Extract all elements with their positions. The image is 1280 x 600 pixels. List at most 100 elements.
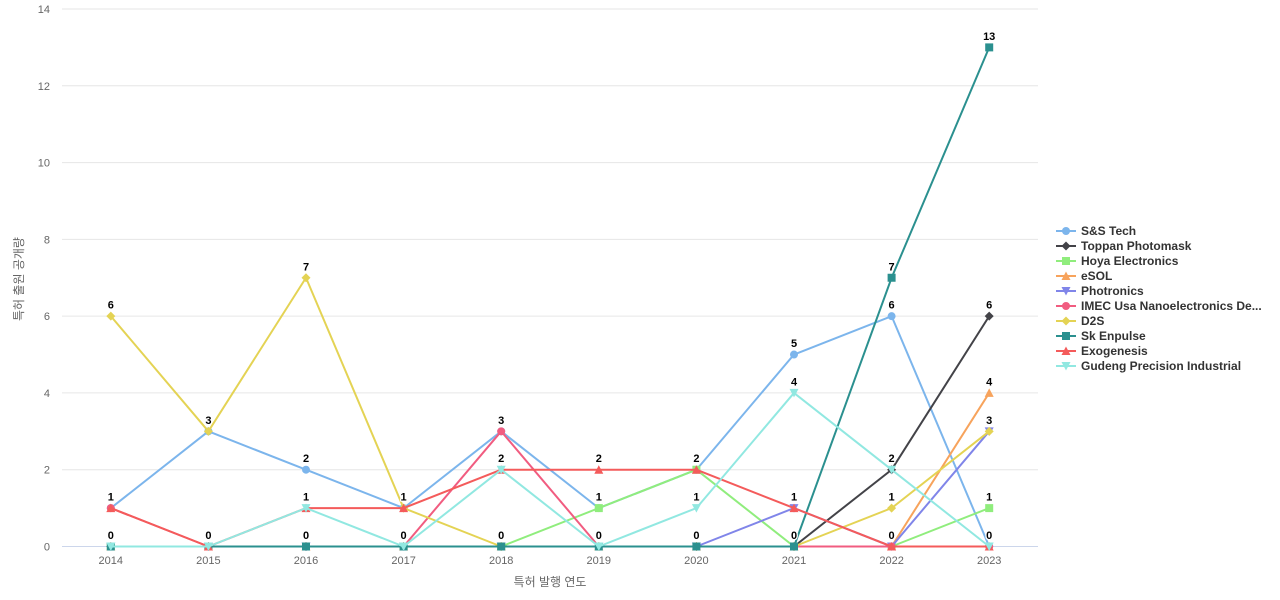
series-line-d2s[interactable] xyxy=(109,276,991,548)
data-point-marker[interactable] xyxy=(691,465,701,474)
data-point-marker[interactable] xyxy=(887,503,897,513)
data-label: 3 xyxy=(205,415,211,427)
y-tick-label: 4 xyxy=(44,388,50,400)
series-line-sk-enpulse[interactable] xyxy=(109,46,991,548)
x-tick-label: 2023 xyxy=(977,555,1001,567)
legend-label: Gudeng Precision Industrial xyxy=(1081,358,1242,373)
x-axis-title: 특허 발행 연도 xyxy=(513,575,587,589)
legend-marker-icon xyxy=(1056,361,1076,370)
data-point-marker[interactable] xyxy=(106,503,116,513)
data-point-marker[interactable] xyxy=(985,43,994,52)
legend-label: D2S xyxy=(1081,313,1105,328)
data-label: 1 xyxy=(108,492,114,504)
data-point-marker[interactable] xyxy=(594,504,603,513)
data-point-marker[interactable] xyxy=(790,542,798,551)
data-label: 2 xyxy=(889,453,895,465)
legend-item-gudeng-precision-industrial[interactable]: Gudeng Precision Industrial xyxy=(1056,358,1262,373)
data-label: 7 xyxy=(303,261,309,273)
data-label: 2 xyxy=(303,453,309,465)
data-point-marker[interactable] xyxy=(594,465,604,474)
data-point-marker[interactable] xyxy=(789,388,799,398)
legend-marker-icon xyxy=(1056,331,1076,340)
data-label: 2 xyxy=(693,453,699,465)
data-point-marker[interactable] xyxy=(887,542,897,551)
series-line-toppan-photomask[interactable] xyxy=(109,315,991,548)
data-point-marker[interactable] xyxy=(984,542,994,552)
y-tick-label: 14 xyxy=(38,4,50,16)
legend-item-imec-usa-nanoelectronics-de[interactable]: IMEC Usa Nanoelectronics De... xyxy=(1056,298,1262,313)
legend-marker-icon xyxy=(1056,286,1076,295)
data-label: 1 xyxy=(889,492,895,504)
data-label: 0 xyxy=(986,530,992,542)
data-point-marker[interactable] xyxy=(887,465,897,475)
data-point-marker[interactable] xyxy=(594,542,604,552)
data-point-marker[interactable] xyxy=(203,426,213,436)
data-point-marker[interactable] xyxy=(789,503,799,513)
data-label: 1 xyxy=(401,492,407,504)
data-point-marker[interactable] xyxy=(887,312,896,321)
y-tick-label: 10 xyxy=(38,158,50,170)
y-tick-label: 0 xyxy=(44,542,50,554)
data-point-marker[interactable] xyxy=(691,504,701,513)
legend-marker-icon xyxy=(1056,301,1076,310)
data-label: 1 xyxy=(596,492,602,504)
data-label: 2 xyxy=(498,453,504,465)
y-tick-label: 2 xyxy=(44,465,50,477)
legend-label: Hoya Electronics xyxy=(1081,253,1179,268)
data-label: 0 xyxy=(791,530,797,542)
data-point-marker[interactable] xyxy=(301,504,311,513)
legend-marker-icon xyxy=(1056,316,1076,325)
legend-marker-icon xyxy=(1056,271,1076,280)
data-point-marker[interactable] xyxy=(887,273,896,282)
legend-item-d2s[interactable]: D2S xyxy=(1056,313,1262,328)
data-label: 6 xyxy=(986,300,992,312)
data-point-marker[interactable] xyxy=(984,311,994,321)
data-label: 1 xyxy=(303,492,309,504)
x-tick-label: 2022 xyxy=(879,555,903,567)
legend-item-esol[interactable]: eSOL xyxy=(1056,268,1262,283)
data-point-marker[interactable] xyxy=(497,542,506,551)
legend-label: IMEC Usa Nanoelectronics De... xyxy=(1081,298,1262,313)
legend-item-toppan-photomask[interactable]: Toppan Photomask xyxy=(1056,238,1262,253)
x-tick-label: 2019 xyxy=(587,555,611,567)
legend-item-hoya-electronics[interactable]: Hoya Electronics xyxy=(1056,253,1262,268)
data-point-marker[interactable] xyxy=(399,503,409,513)
data-point-marker[interactable] xyxy=(984,426,994,436)
data-point-marker[interactable] xyxy=(106,311,116,321)
data-point-marker[interactable] xyxy=(302,465,310,474)
data-label: 7 xyxy=(889,261,895,273)
data-point-marker[interactable] xyxy=(985,504,994,513)
data-point-marker[interactable] xyxy=(399,542,409,552)
legend-label: Photronics xyxy=(1081,283,1144,298)
data-point-marker[interactable] xyxy=(790,350,798,359)
data-label: 3 xyxy=(498,415,504,427)
x-tick-label: 2020 xyxy=(684,555,708,567)
data-point-marker[interactable] xyxy=(496,465,506,475)
data-point-marker[interactable] xyxy=(203,542,213,552)
data-point-marker[interactable] xyxy=(497,427,506,436)
data-label: 6 xyxy=(108,300,114,312)
series-line-gudeng-precision-industrial[interactable] xyxy=(109,391,991,548)
series-line-imec-usa-nanoelectronics-de-[interactable] xyxy=(109,430,991,548)
data-point-marker[interactable] xyxy=(692,542,701,551)
data-label: 0 xyxy=(498,530,504,542)
x-tick-label: 2016 xyxy=(294,555,318,567)
x-tick-label: 2021 xyxy=(782,555,806,567)
legend-item-sk-enpulse[interactable]: Sk Enpulse xyxy=(1056,328,1262,343)
legend-marker-icon xyxy=(1056,346,1076,355)
data-label: 0 xyxy=(401,530,407,542)
y-tick-label: 6 xyxy=(44,311,50,323)
data-label: 4 xyxy=(986,376,993,388)
legend-item-exogenesis[interactable]: Exogenesis xyxy=(1056,343,1262,358)
data-point-marker[interactable] xyxy=(302,542,310,551)
data-point-marker[interactable] xyxy=(106,542,116,552)
data-label: 5 xyxy=(791,338,797,350)
data-point-marker[interactable] xyxy=(984,388,994,397)
legend-item-s-s-tech[interactable]: S&S Tech xyxy=(1056,223,1262,238)
data-label: 6 xyxy=(889,300,895,312)
series-line-s-s-tech[interactable] xyxy=(109,315,991,548)
data-point-marker[interactable] xyxy=(301,273,311,283)
legend-item-photronics[interactable]: Photronics xyxy=(1056,283,1262,298)
legend-label: Sk Enpulse xyxy=(1081,328,1146,343)
y-tick-label: 8 xyxy=(44,234,50,246)
